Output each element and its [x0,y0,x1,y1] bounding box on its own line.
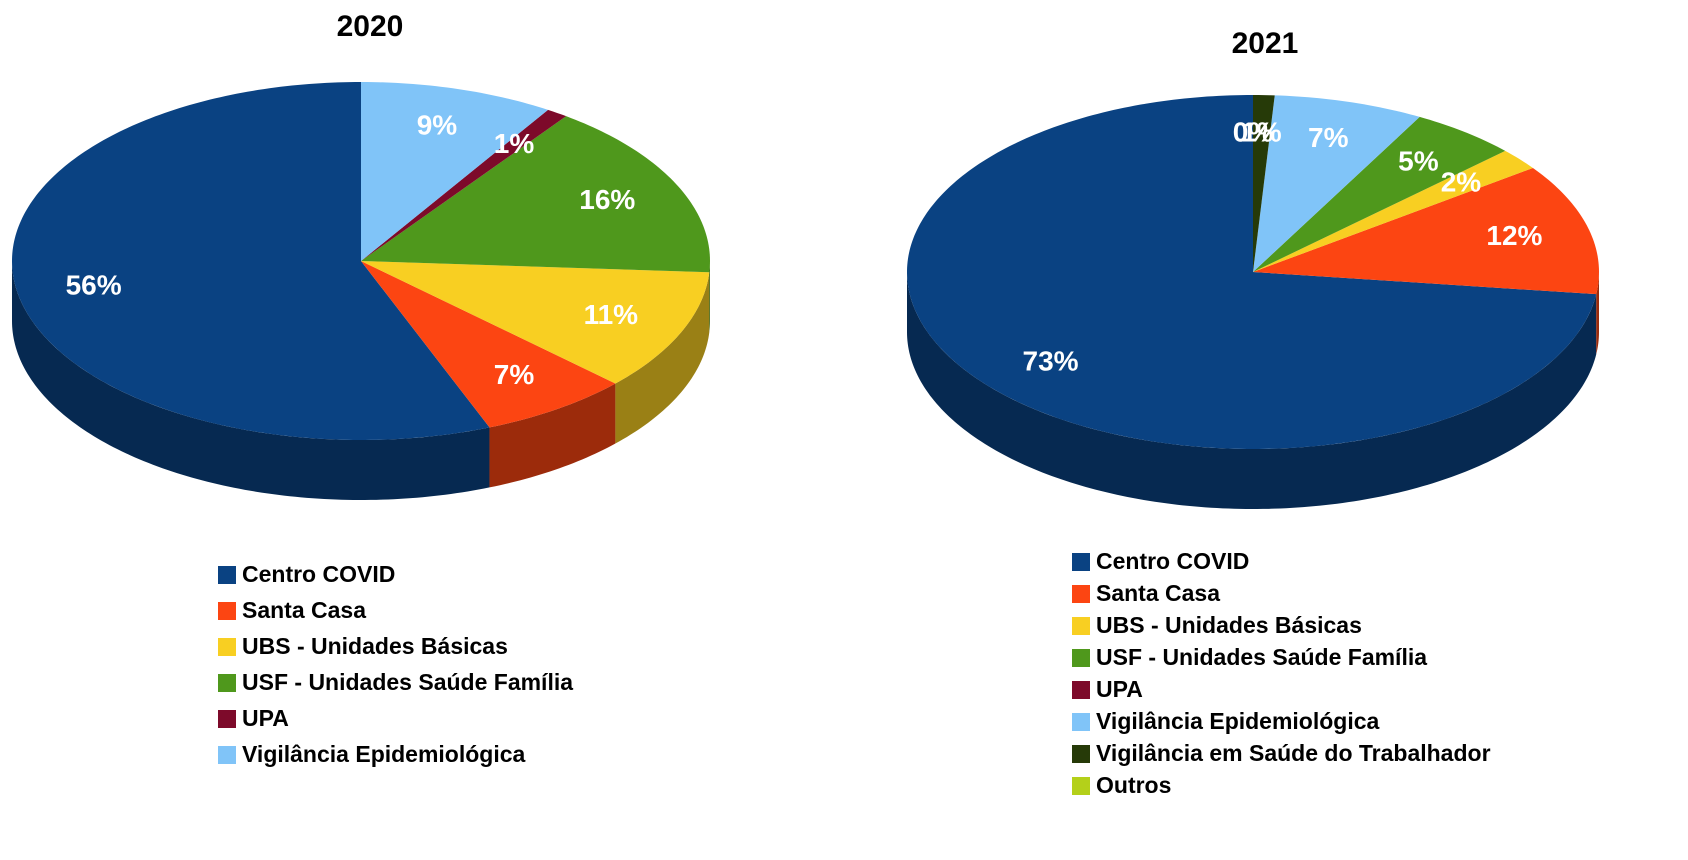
legend-label: UBS - Unidades Básicas [242,633,508,659]
pie-side [12,261,490,500]
legend-label: Santa Casa [1096,580,1220,606]
pie-slice [361,261,710,384]
pie-slice [1253,116,1506,273]
data-label: 2% [1441,166,1482,197]
legend-label: Vigilância Epidemiológica [1096,708,1380,734]
data-label: 0% [1233,116,1274,147]
data-label: 73% [1023,346,1079,377]
legend-label: Centro COVID [1096,548,1249,574]
legend-swatch [218,602,236,620]
legend-swatch [218,710,236,728]
pie-slice [361,116,710,273]
legend-label: Santa Casa [242,597,366,623]
legend-swatch [218,566,236,584]
legend-swatch [1072,713,1090,731]
pie-slice [361,109,567,262]
pie-side [907,272,1597,509]
legend-swatch [1072,681,1090,699]
data-label: 5% [1398,145,1439,176]
data-label: 9% [417,109,458,140]
chart-title: 2020 [337,10,404,43]
pie-side [709,261,710,333]
data-label: 56% [66,270,122,301]
data-label: 11% [584,299,639,330]
pie-slice [1253,95,1275,272]
legend-swatch [1072,777,1090,795]
legend-label: UBS - Unidades Básicas [1096,612,1362,638]
pie-side [1596,272,1599,355]
data-label: 1% [1241,116,1282,147]
pie-side [615,272,710,444]
legend-swatch [1072,585,1090,603]
legend-label: USF - Unidades Saúde Família [242,669,573,695]
data-label: 16% [579,184,635,215]
data-label: 7% [1308,122,1349,153]
data-label: 12% [1486,220,1542,251]
legend-label: UPA [1096,676,1143,702]
legend-label: UPA [242,705,289,731]
pie-slice [1253,95,1420,272]
legend-swatch [1072,745,1090,763]
legend-label: Vigilância em Saúde do Trabalhador [1096,740,1491,766]
pie-slice [12,82,490,440]
chart-title: 2021 [1232,27,1299,60]
pie-slice [361,82,549,261]
legend-swatch [218,746,236,764]
pie-slice [1253,150,1533,272]
pie-slice [907,95,1597,449]
legend-label: Outros [1096,772,1171,798]
legend-label: Vigilância Epidemiológica [242,741,526,767]
legend-swatch [1072,649,1090,667]
legend-swatch [1072,553,1090,571]
legend-label: Centro COVID [242,561,395,587]
pie-side [489,383,616,488]
data-label: 7% [494,359,535,390]
legend-swatch [218,638,236,656]
legend-label: USF - Unidades Saúde Família [1096,644,1427,670]
pie-slice [361,261,616,428]
legend-swatch [218,674,236,692]
data-label: 1% [494,128,535,159]
legend-swatch [1072,617,1090,635]
pie-slice [1253,167,1599,295]
